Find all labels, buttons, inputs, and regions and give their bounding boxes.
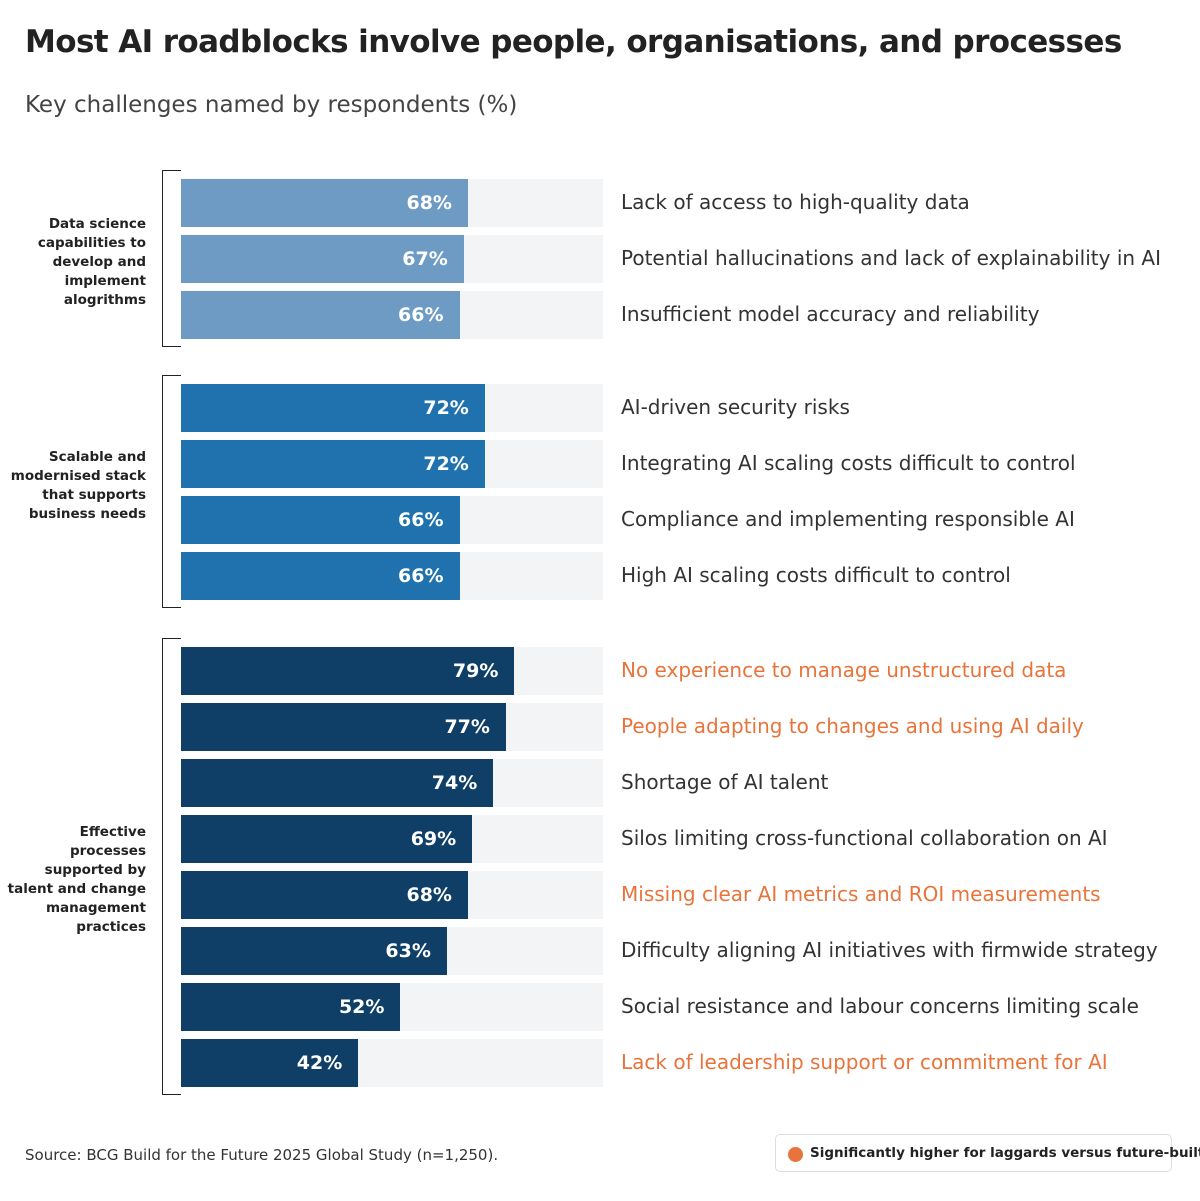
- bar: [181, 871, 468, 919]
- category-label: Compliance and implementing responsible …: [621, 507, 1075, 531]
- bar-value-label: 72%: [423, 397, 469, 419]
- legend-highlight-dot: [788, 1147, 803, 1162]
- category-label: Shortage of AI talent: [621, 770, 829, 794]
- group-label: Data science capabilities to develop and…: [37, 216, 146, 308]
- bar-value-label: 42%: [296, 1052, 343, 1074]
- bar: [181, 235, 464, 283]
- group-label: Scalable and modernised stack that suppo…: [10, 449, 146, 522]
- bar: [181, 815, 473, 863]
- bar: [181, 291, 460, 339]
- category-label: Social resistance and labour concerns li…: [621, 994, 1139, 1018]
- source-note: Source: BCG Build for the Future 2025 Gl…: [25, 1146, 499, 1164]
- bar-value-label: 66%: [398, 304, 444, 326]
- category-label: Lack of leadership support or commitment…: [621, 1050, 1108, 1074]
- bar-value-label: 72%: [423, 453, 469, 475]
- bar-value-label: 79%: [452, 660, 499, 682]
- bar: [181, 927, 447, 975]
- legend-text: Significantly higher for laggards versus…: [810, 1145, 1200, 1161]
- category-label: Silos limiting cross-functional collabor…: [621, 826, 1108, 850]
- chart-subtitle: Key challenges named by respondents (%): [25, 92, 518, 118]
- bar-value-label: 66%: [398, 565, 444, 587]
- bar-value-label: 52%: [338, 996, 385, 1018]
- bar: [181, 703, 506, 751]
- bar-value-label: 67%: [402, 248, 448, 270]
- category-label: Integrating AI scaling costs difficult t…: [621, 451, 1076, 475]
- category-label: People adapting to changes and using AI …: [621, 714, 1084, 738]
- category-label: Difficulty aligning AI initiatives with …: [621, 938, 1158, 962]
- bar: [181, 384, 485, 432]
- category-label: AI-driven security risks: [621, 395, 850, 419]
- category-label: Potential hallucinations and lack of exp…: [621, 246, 1161, 270]
- bar-value-label: 66%: [398, 509, 444, 531]
- bar: [181, 647, 515, 695]
- category-label: Lack of access to high-quality data: [621, 190, 970, 214]
- group-bracket: [162, 638, 181, 1095]
- bar: [181, 179, 468, 227]
- category-label: Missing clear AI metrics and ROI measure…: [621, 882, 1101, 906]
- bar: [181, 496, 460, 544]
- bar: [181, 759, 494, 807]
- bar: [181, 983, 401, 1031]
- bar-value-label: 77%: [444, 716, 490, 738]
- group-bracket: [162, 170, 181, 347]
- legend: Significantly higher for laggards versus…: [775, 1134, 1200, 1172]
- group-bracket: [162, 375, 181, 608]
- bar-value-label: 68%: [406, 884, 452, 906]
- category-label: Insufficient model accuracy and reliabil…: [621, 302, 1040, 326]
- bar-value-label: 69%: [410, 828, 457, 850]
- bar-value-label: 74%: [431, 772, 478, 794]
- bar: [181, 1039, 359, 1087]
- chart-title: Most AI roadblocks involve people, organ…: [25, 24, 1122, 60]
- category-label: High AI scaling costs difficult to contr…: [621, 563, 1011, 587]
- bar: [181, 552, 460, 600]
- bar: [181, 440, 485, 488]
- category-label: No experience to manage unstructured dat…: [621, 658, 1067, 682]
- bar-value-label: 68%: [406, 192, 452, 214]
- bar-value-label: 63%: [385, 940, 431, 962]
- group-label: Effective processes supported by talent …: [7, 824, 146, 935]
